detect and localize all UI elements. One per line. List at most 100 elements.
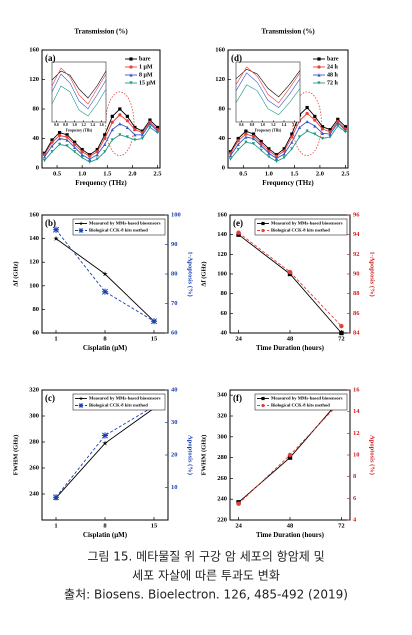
marker <box>297 135 302 139</box>
highlight-ellipse <box>292 91 322 157</box>
y2-tick-label: 90 <box>353 270 360 277</box>
marker <box>133 128 137 132</box>
legend-label: Measured by MMs-based biosensors <box>271 221 343 226</box>
marker <box>53 235 59 241</box>
y-tick-label: 0 <box>36 164 39 171</box>
x-tick-label: 2.0 <box>316 170 324 177</box>
marker <box>65 135 69 139</box>
marker <box>282 147 286 151</box>
legend-label: 1 μM <box>139 64 153 70</box>
legend-marker <box>78 228 84 233</box>
y-tick-label: 120 <box>29 259 39 266</box>
marker <box>50 150 54 154</box>
y-tick-label: 60 <box>221 310 228 317</box>
series-line <box>55 405 155 498</box>
y2-axis-label: 1-Apoptosis (%) <box>187 251 194 296</box>
marker <box>42 159 47 163</box>
x-tick-label: 1.0 <box>260 123 265 127</box>
marker <box>88 160 92 164</box>
series-line <box>55 229 155 322</box>
y2-axis-label: 1-Apoptosis (%) <box>369 251 376 296</box>
legend-box <box>72 393 166 411</box>
y2-tick-label: 16 <box>353 386 360 393</box>
legend-marker <box>129 65 133 69</box>
marker <box>50 140 54 144</box>
y-axis-label: FWHM (GHz) <box>12 435 19 476</box>
y-tick-label: 40 <box>219 135 226 142</box>
x-tick-label: 1.4 <box>90 123 95 127</box>
marker <box>103 142 107 146</box>
y-tick-label: 80 <box>219 105 226 112</box>
marker <box>236 136 240 141</box>
marker <box>244 132 248 136</box>
marker <box>267 149 271 153</box>
legend-marker <box>317 57 321 61</box>
y-tick-label: 40 <box>33 135 40 142</box>
inset-line <box>51 85 107 117</box>
legend-box <box>72 218 166 236</box>
x-axis-label: Time Duration (hours) <box>256 344 325 352</box>
panel-label: (b) <box>45 218 56 228</box>
legend-marker <box>129 73 133 77</box>
marker <box>313 132 317 136</box>
x-axis-label: Frequency (THz) <box>66 128 93 132</box>
marker <box>80 153 84 157</box>
x-axis-label: Cisplatin (μM) <box>83 344 128 352</box>
marker <box>282 152 286 156</box>
caption-line: 세포 자살에 따른 투과도 변화 <box>132 569 280 583</box>
marker <box>287 452 293 458</box>
legend-marker <box>79 221 83 226</box>
y2-tick-label: 96 <box>353 211 360 218</box>
y2-tick-label: 92 <box>353 251 360 258</box>
marker <box>244 129 248 133</box>
y2-tick-label: 30 <box>171 419 178 426</box>
marker <box>80 150 84 154</box>
legend-label: 72 h <box>327 80 339 86</box>
x-tick-label: 0.6 <box>54 123 59 127</box>
inset-line <box>235 66 301 104</box>
legend-label: bare <box>139 56 151 62</box>
y-tick-label: 280 <box>29 438 39 445</box>
marker <box>328 128 332 132</box>
plot-frame <box>41 389 169 521</box>
marker <box>320 125 325 129</box>
panel-label: (e) <box>233 218 243 228</box>
x-tick-label: 1.0 <box>265 170 273 177</box>
y-tick-label: 240 <box>29 490 39 497</box>
marker <box>320 136 325 141</box>
y2-tick-label: 70 <box>171 300 178 307</box>
legend-marker <box>261 221 265 226</box>
y2-tick-label: 84 <box>353 329 360 336</box>
marker <box>259 142 263 146</box>
inset-line <box>51 70 107 99</box>
marker <box>313 114 317 118</box>
marker <box>118 107 122 111</box>
marker <box>339 323 344 329</box>
legend-marker <box>129 81 133 85</box>
x-tick-label: 1.6 <box>99 123 104 127</box>
marker <box>236 501 241 506</box>
legend-box <box>254 393 348 411</box>
y-tick-label: 340 <box>217 392 227 399</box>
marker <box>305 111 309 116</box>
x-tick-label: 0.8 <box>63 123 68 127</box>
marker <box>251 136 256 141</box>
x-tick-label: 1 <box>54 335 57 342</box>
marker <box>110 138 114 142</box>
marker <box>267 147 271 151</box>
x-axis-label: Frequency (THz) <box>75 179 127 187</box>
marker <box>336 121 340 125</box>
y-tick-label: 240 <box>217 496 227 503</box>
marker <box>80 156 84 160</box>
marker <box>102 440 108 446</box>
marker <box>80 147 84 152</box>
marker <box>313 124 317 128</box>
y-tick-label: 260 <box>29 464 39 471</box>
legend-label: Measured by MMs-based biosensors <box>89 221 161 226</box>
y-tick-label: 160 <box>215 46 225 53</box>
y-tick-label: 140 <box>217 231 227 238</box>
y2-tick-label: 80 <box>171 270 178 277</box>
marker <box>305 129 309 133</box>
y-tick-label: 100 <box>29 282 39 289</box>
x-tick-label: 24 <box>235 522 242 529</box>
